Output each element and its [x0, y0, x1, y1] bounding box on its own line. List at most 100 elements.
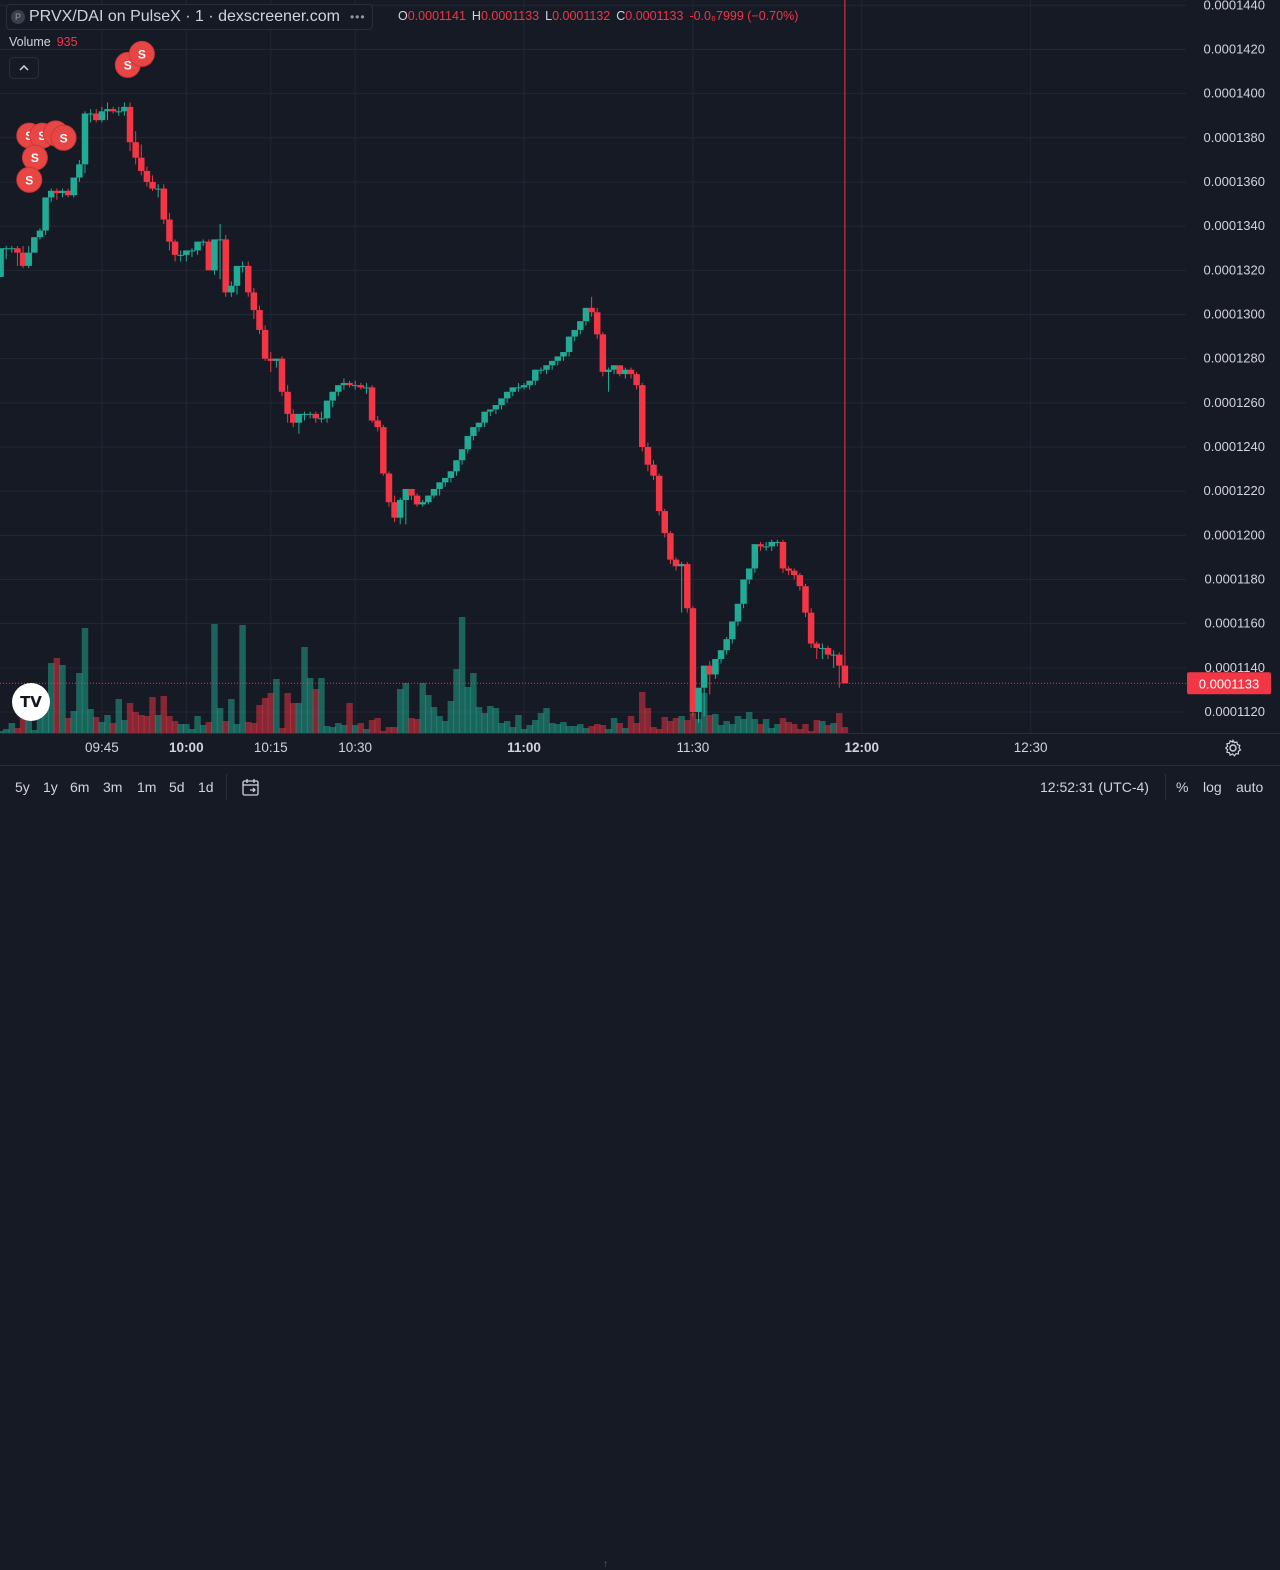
candle-body — [734, 603, 742, 622]
candle-body — [774, 541, 781, 543]
candle-body — [194, 241, 201, 251]
candle-body — [441, 477, 449, 483]
price-tick-label: 0.0001140 — [1205, 660, 1266, 675]
volume-bar — [335, 723, 342, 733]
timezone-clock[interactable]: 12:52:31 (UTC-4) — [1040, 779, 1149, 795]
volume-bar — [160, 696, 168, 733]
candle-body — [228, 285, 235, 293]
candle-body — [323, 400, 331, 419]
volume-bar — [244, 722, 252, 733]
candle-body — [470, 427, 477, 436]
volume-bar — [593, 724, 601, 733]
low-value: 0.0001132 — [552, 9, 611, 23]
candle-body — [31, 237, 38, 253]
candle-body — [706, 665, 714, 675]
collapse-legend-button[interactable] — [9, 57, 39, 79]
toolbar-divider — [226, 774, 227, 800]
candle-body — [492, 405, 500, 410]
volume-bar — [588, 726, 595, 733]
volume-bar — [402, 683, 410, 733]
candle-body — [526, 380, 533, 386]
candle-body — [244, 265, 252, 293]
volume-bar — [532, 720, 539, 733]
symbol-legend[interactable]: P PRVX/DAI on PulseX · 1 · dexscreener.c… — [6, 4, 373, 30]
volume-bar — [216, 708, 224, 733]
log-scale-button[interactable]: log — [1203, 779, 1222, 795]
settings-gear-icon[interactable] — [1224, 739, 1242, 757]
candle-body — [312, 413, 320, 419]
volume-legend[interactable]: Volume 935 — [9, 35, 78, 49]
volume-bar — [745, 712, 753, 733]
price-tick-label: 0.0001260 — [1204, 395, 1265, 410]
volume-bar — [762, 719, 770, 733]
candle-body — [402, 488, 410, 501]
candle-body — [121, 106, 128, 112]
volume-bar — [425, 695, 432, 733]
candle-body — [351, 385, 359, 387]
volume-bar — [779, 718, 787, 733]
tradingview-logo-icon[interactable]: TV — [12, 683, 50, 721]
volume-bar — [396, 689, 404, 733]
candle-body — [819, 647, 826, 649]
candle-body — [520, 385, 528, 388]
more-icon[interactable]: ••• — [349, 10, 366, 24]
candle-body — [667, 533, 674, 560]
candle-body — [301, 413, 308, 415]
volume-bar — [571, 726, 578, 733]
volume-bar — [729, 724, 736, 733]
candle-body — [87, 113, 94, 115]
candle-body — [205, 241, 213, 271]
timeframe-3m-button[interactable]: 3m — [103, 779, 123, 795]
volume-bar — [104, 715, 111, 733]
candle-body — [723, 639, 730, 651]
volume-bar — [149, 697, 156, 733]
candle-body — [14, 248, 21, 253]
timeframe-6m-button[interactable]: 6m — [70, 779, 90, 795]
time-tick-label: 11:30 — [677, 740, 710, 755]
candle-body — [42, 197, 49, 231]
volume-bar — [599, 725, 607, 733]
close-key: C — [616, 9, 626, 23]
candle-body — [261, 329, 269, 359]
timeframe-5y-button[interactable]: 5y — [15, 779, 30, 795]
candle-body — [47, 190, 55, 198]
candle-body — [532, 369, 539, 381]
candle-body — [188, 250, 196, 252]
candle-body — [712, 659, 719, 675]
sell-marker-label: S — [31, 151, 39, 165]
volume-bar — [734, 716, 742, 733]
date-range-calendar-icon[interactable] — [241, 777, 261, 797]
volume-bar — [222, 721, 229, 733]
timeframe-1d-button[interactable]: 1d — [198, 779, 214, 795]
volume-bar — [143, 716, 151, 733]
candle-body — [36, 230, 44, 238]
price-tick-label: 0.0001380 — [1204, 130, 1265, 145]
timeframe-1y-button[interactable]: 1y — [43, 779, 58, 795]
volume-bar — [453, 669, 460, 733]
volume-bar — [577, 724, 584, 733]
timeframe-5d-button[interactable]: 5d — [169, 779, 185, 795]
volume-bar — [706, 715, 714, 733]
volume-bar — [740, 719, 747, 733]
volume-bar — [256, 705, 263, 733]
candle-body — [104, 109, 111, 112]
candle-body — [53, 190, 61, 194]
volume-bar — [667, 721, 674, 733]
percent-scale-button[interactable]: % — [1176, 779, 1189, 795]
volume-bar — [639, 692, 646, 733]
price-chart[interactable]: 0.0001440 0.0001420 0.0001400 0.0001380 0.00… — [0, 0, 1280, 765]
candle-body — [695, 687, 702, 713]
volume-bar — [312, 689, 320, 733]
volume-bar — [537, 713, 545, 733]
volume-bar — [64, 718, 72, 733]
volume-bar — [661, 717, 669, 733]
candle-body — [98, 111, 106, 121]
candle-body — [199, 241, 207, 243]
auto-scale-button[interactable]: auto — [1236, 779, 1264, 795]
volume-bar — [560, 722, 567, 733]
volume-bar — [470, 673, 477, 733]
expand-panel-arrow-icon[interactable]: ↑ — [603, 1559, 608, 1570]
price-tick-label: 0.0001280 — [1204, 351, 1265, 366]
timeframe-1m-button[interactable]: 1m — [137, 779, 157, 795]
candle-body — [233, 265, 241, 286]
